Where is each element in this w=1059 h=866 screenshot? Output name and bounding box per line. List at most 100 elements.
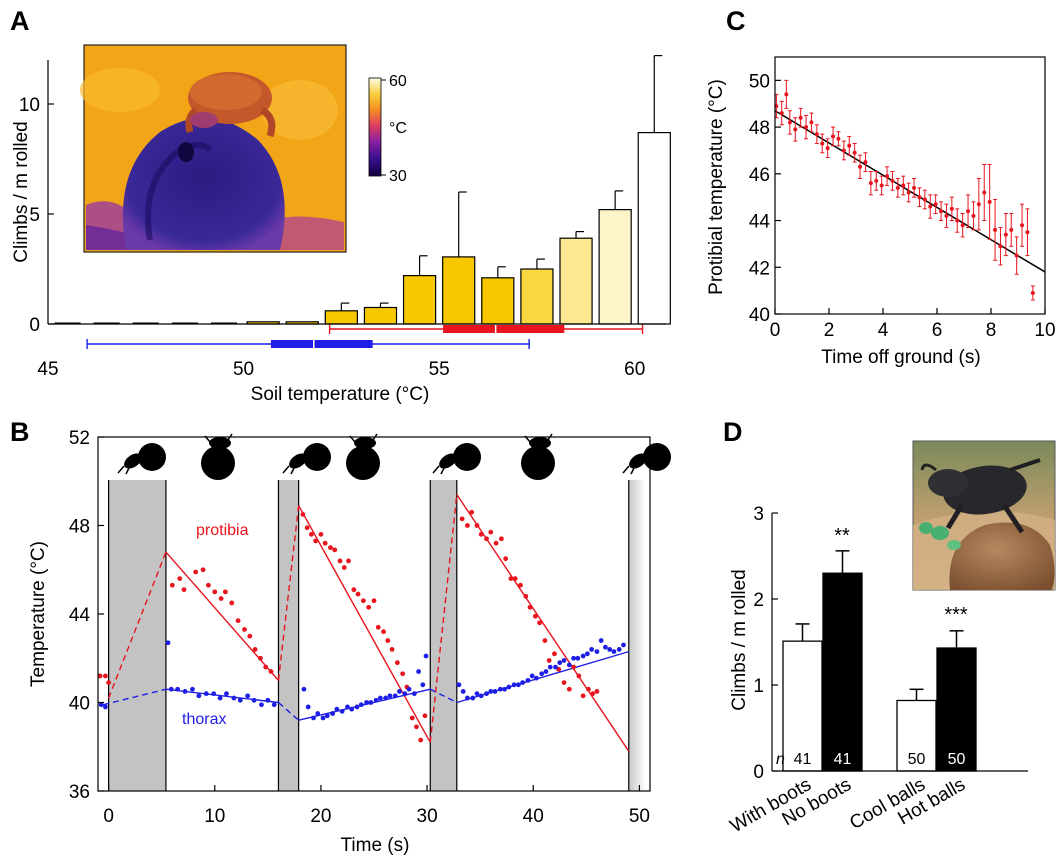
panel-a-ranges	[86, 324, 644, 349]
range-box-0	[270, 340, 373, 348]
c-point-30	[933, 202, 938, 207]
protibia-point-22	[308, 531, 314, 537]
protibia-point-46	[422, 713, 428, 719]
protibia-point-29	[341, 565, 347, 570]
a-xtick-label-60: 60	[624, 359, 645, 380]
shaded-period-3	[628, 480, 646, 791]
ball-shape	[138, 443, 166, 471]
b-xtick-label-10: 10	[204, 806, 225, 827]
c-point-4	[793, 127, 798, 132]
bar-a-9	[402, 275, 437, 325]
thorax-point-39	[397, 689, 402, 694]
a-xtick-label-55: 55	[429, 359, 450, 380]
protibia-fit-line-1	[165, 551, 279, 681]
b-ytick-label-52: 52	[69, 428, 90, 449]
protibia-point-75	[590, 691, 596, 697]
protibia-point-65	[542, 638, 548, 643]
b-xtick-label-50: 50	[629, 806, 650, 827]
protibia-point-33	[360, 598, 366, 604]
c-point-29	[928, 204, 933, 209]
thorax-point-17	[265, 697, 271, 703]
c-point-26	[912, 185, 917, 190]
thorax-fit-line-2	[277, 701, 300, 721]
c-point-46	[1020, 223, 1025, 228]
protibia-point-7	[200, 567, 206, 573]
beetle-pushing-icon-3	[622, 443, 671, 475]
protibia-point-19	[268, 669, 274, 674]
c-xtick-label-2: 2	[824, 320, 835, 341]
protibia-point-30	[346, 558, 351, 564]
protibia-point-26	[328, 545, 333, 551]
protibia-point-48	[459, 516, 465, 522]
c-point-25	[906, 190, 911, 195]
panel-letter-c: C	[726, 6, 746, 36]
c-point-44	[1009, 227, 1014, 232]
protibia-point-41	[400, 671, 406, 677]
panel-b-xlabel: Time (s)	[341, 835, 410, 856]
a-ytick-label-10: 10	[19, 95, 40, 116]
c-point-43	[1003, 232, 1008, 237]
c-point-34	[955, 218, 960, 223]
thorax-point-38	[392, 693, 398, 699]
thorax-point-33	[368, 700, 374, 705]
c-point-21	[885, 174, 890, 179]
protibia-point-50	[469, 509, 475, 515]
panel-letter-b: B	[10, 417, 30, 447]
thorax-point-81	[616, 647, 622, 652]
thorax-point-70	[566, 662, 572, 668]
protibia-point-6	[193, 569, 199, 575]
panel-a-bars	[54, 54, 671, 325]
protibia-point-59	[512, 576, 518, 581]
protibia-point-40	[394, 660, 400, 666]
thorax-point-3	[168, 686, 174, 692]
b-xtick-label-0: 0	[103, 806, 114, 827]
thorax-point-20	[305, 704, 311, 710]
thorax-point-78	[603, 644, 608, 650]
thorax-point-67	[553, 664, 558, 670]
protibia-point-74	[586, 686, 591, 692]
c-point-18	[868, 181, 873, 186]
protibia-point-57	[503, 556, 509, 562]
n-value-1: 41	[834, 751, 852, 768]
beetle-legs	[432, 449, 458, 475]
thorax-point-15	[251, 697, 257, 703]
thorax-point-12	[231, 695, 237, 701]
thorax-point-32	[364, 700, 369, 705]
thorax-point-16	[259, 702, 264, 708]
panel-c-points	[774, 79, 1035, 301]
beetle-pushing-icon-0	[117, 443, 166, 475]
protibia-point-51	[474, 523, 480, 528]
beetle-body	[354, 437, 376, 449]
protibia-point-0	[97, 673, 103, 679]
protibia-point-72	[576, 673, 582, 679]
thorax-point-5	[182, 689, 188, 694]
c-point-12	[836, 136, 841, 141]
thorax-point-23	[320, 715, 326, 721]
thorax-point-28	[345, 704, 350, 710]
thorax-point-63	[534, 675, 539, 681]
beetle-photo-inset	[912, 440, 1056, 591]
c-ytick-label-50: 50	[749, 71, 770, 92]
ball-shape	[643, 443, 671, 471]
c-point-13	[841, 148, 846, 153]
protibia-point-76	[594, 689, 600, 694]
panel-c-xlabel: Time off ground (s)	[821, 347, 980, 368]
c-point-10	[825, 146, 830, 151]
protibia-point-13	[235, 618, 241, 624]
protibia-point-60	[518, 582, 523, 588]
c-point-48	[1030, 290, 1035, 295]
significance-boots: **	[834, 525, 850, 547]
protibia-point-67	[552, 651, 557, 657]
thorax-point-54	[492, 689, 498, 694]
bar-d-3	[936, 647, 977, 772]
ball-shape	[346, 446, 380, 480]
a-ytick-label-5: 5	[29, 205, 40, 226]
protibia-point-44	[414, 724, 419, 730]
c-point-19	[874, 178, 879, 183]
protibia-point-66	[546, 658, 552, 663]
c-point-3	[787, 120, 792, 125]
c-point-40	[987, 199, 992, 204]
thorax-point-35	[377, 695, 383, 701]
beetle-body	[124, 453, 142, 469]
